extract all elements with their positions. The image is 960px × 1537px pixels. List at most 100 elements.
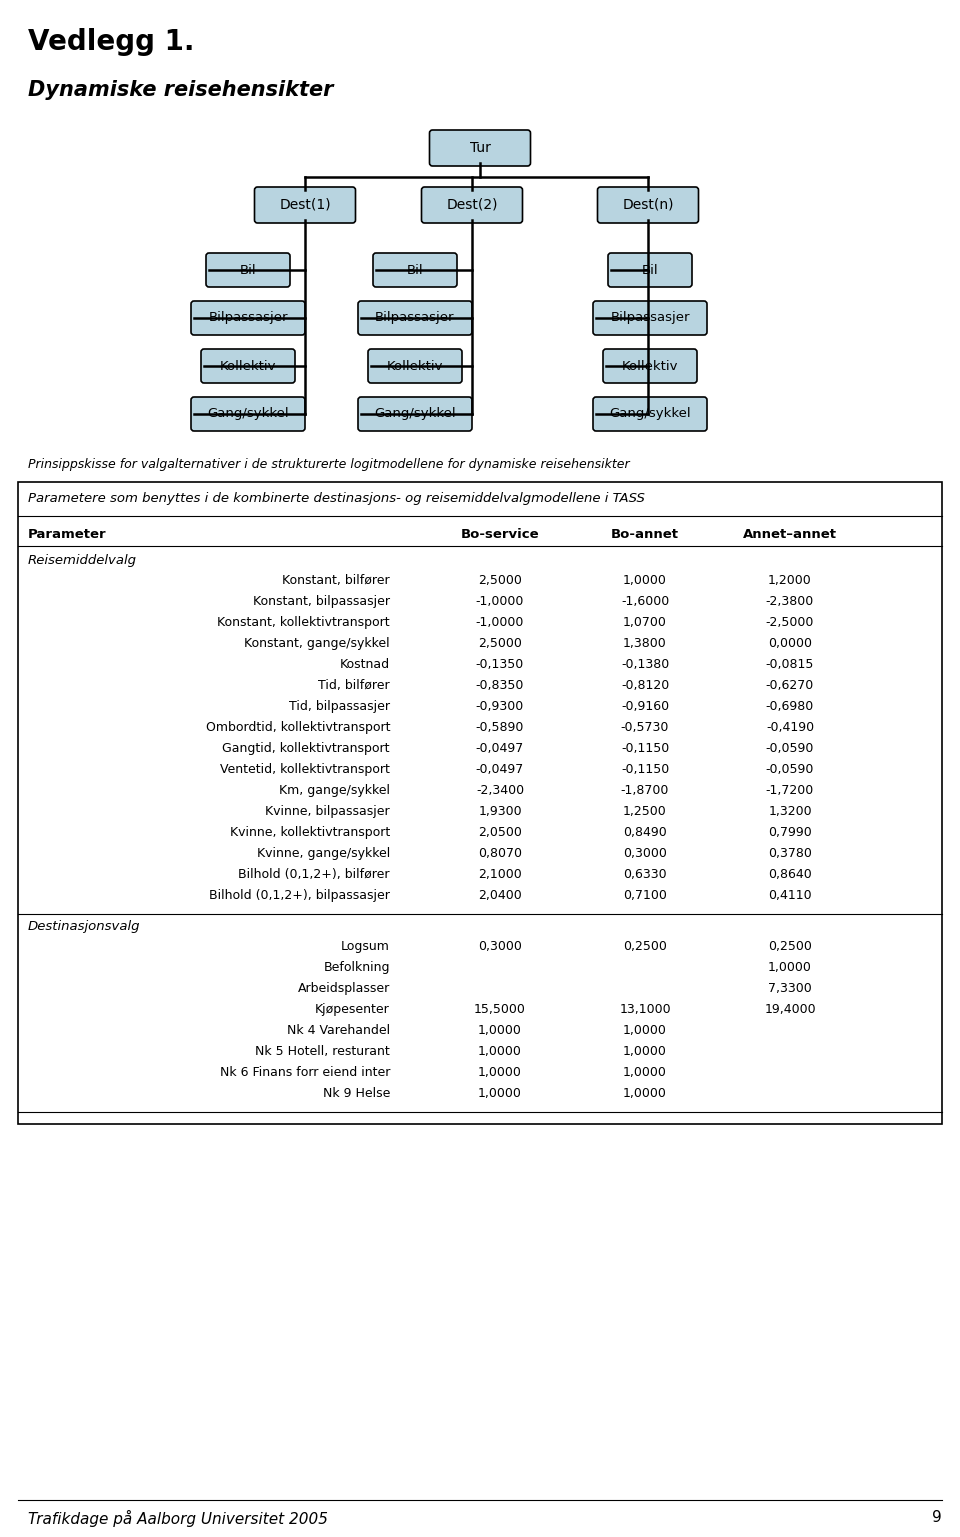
Text: 2,0400: 2,0400: [478, 888, 522, 902]
Text: -0,6270: -0,6270: [766, 679, 814, 692]
Text: 0,2500: 0,2500: [768, 941, 812, 953]
Text: Kostnad: Kostnad: [340, 658, 390, 672]
Text: Kvinne, gange/sykkel: Kvinne, gange/sykkel: [256, 847, 390, 861]
Text: 1,0000: 1,0000: [623, 1067, 667, 1079]
Text: Bil: Bil: [407, 263, 423, 277]
Text: Trafikdage på Aalborg Universitet 2005: Trafikdage på Aalborg Universitet 2005: [28, 1509, 328, 1528]
FancyBboxPatch shape: [368, 349, 462, 383]
Text: -1,8700: -1,8700: [621, 784, 669, 798]
Text: Prinsippskisse for valgalternativer i de strukturerte logitmodellene for dynamis: Prinsippskisse for valgalternativer i de…: [28, 458, 630, 470]
Text: 0,7100: 0,7100: [623, 888, 667, 902]
Text: Bo-service: Bo-service: [461, 529, 540, 541]
Text: Parametere som benyttes i de kombinerte destinasjons- og reisemiddelvalgmodellen: Parametere som benyttes i de kombinerte …: [28, 492, 645, 506]
Text: Kollektiv: Kollektiv: [387, 360, 444, 372]
Text: -2,3400: -2,3400: [476, 784, 524, 798]
Text: Parameter: Parameter: [28, 529, 107, 541]
Text: -0,8350: -0,8350: [476, 679, 524, 692]
Text: 1,0000: 1,0000: [478, 1024, 522, 1037]
Text: Bil: Bil: [641, 263, 659, 277]
Text: Befolkning: Befolkning: [324, 961, 390, 974]
Text: 1,2500: 1,2500: [623, 805, 667, 818]
Text: 7,3300: 7,3300: [768, 982, 812, 994]
Text: 0,3780: 0,3780: [768, 847, 812, 861]
Text: Kvinne, bilpassasjer: Kvinne, bilpassasjer: [265, 805, 390, 818]
Text: 0,3000: 0,3000: [478, 941, 522, 953]
FancyBboxPatch shape: [206, 254, 290, 287]
Text: 0,4110: 0,4110: [768, 888, 812, 902]
Text: Km, gange/sykkel: Km, gange/sykkel: [279, 784, 390, 798]
Bar: [18, 483, 942, 1124]
Text: 1,2000: 1,2000: [768, 573, 812, 587]
Text: -0,0815: -0,0815: [766, 658, 814, 672]
Text: Logsum: Logsum: [341, 941, 390, 953]
Text: 0,3000: 0,3000: [623, 847, 667, 861]
Text: Tid, bilpassasjer: Tid, bilpassasjer: [289, 699, 390, 713]
FancyBboxPatch shape: [421, 188, 522, 223]
Text: Dest(2): Dest(2): [446, 198, 497, 212]
Text: Gang/sykkel: Gang/sykkel: [207, 407, 289, 421]
Text: Nk 6 Finans forr eiend inter: Nk 6 Finans forr eiend inter: [220, 1067, 390, 1079]
FancyBboxPatch shape: [201, 349, 295, 383]
Text: -0,4190: -0,4190: [766, 721, 814, 735]
Text: Kollektiv: Kollektiv: [220, 360, 276, 372]
Text: 1,0000: 1,0000: [623, 1024, 667, 1037]
Text: Dynamiske reisehensikter: Dynamiske reisehensikter: [28, 80, 333, 100]
Text: 1,3800: 1,3800: [623, 636, 667, 650]
Text: -0,0590: -0,0590: [766, 742, 814, 755]
Text: Dest(n): Dest(n): [622, 198, 674, 212]
Text: Nk 4 Varehandel: Nk 4 Varehandel: [287, 1024, 390, 1037]
Text: 15,5000: 15,5000: [474, 1004, 526, 1016]
Text: Bilpassasjer: Bilpassasjer: [375, 312, 455, 324]
Text: Kjøpesenter: Kjøpesenter: [315, 1004, 390, 1016]
Text: -0,8120: -0,8120: [621, 679, 669, 692]
Text: Konstant, bilpassasjer: Konstant, bilpassasjer: [253, 595, 390, 609]
Text: -1,7200: -1,7200: [766, 784, 814, 798]
Text: Nk 9 Helse: Nk 9 Helse: [323, 1087, 390, 1100]
Text: Bil: Bil: [240, 263, 256, 277]
FancyBboxPatch shape: [191, 301, 305, 335]
Text: 0,0000: 0,0000: [768, 636, 812, 650]
FancyBboxPatch shape: [597, 188, 699, 223]
Text: Tur: Tur: [469, 141, 491, 155]
Text: Ventetid, kollektivtransport: Ventetid, kollektivtransport: [220, 762, 390, 776]
FancyBboxPatch shape: [373, 254, 457, 287]
Text: Arbeidsplasser: Arbeidsplasser: [298, 982, 390, 994]
Text: 13,1000: 13,1000: [619, 1004, 671, 1016]
Text: 19,4000: 19,4000: [764, 1004, 816, 1016]
Text: Bilpassasjer: Bilpassasjer: [611, 312, 689, 324]
Text: Kvinne, kollektivtransport: Kvinne, kollektivtransport: [229, 825, 390, 839]
Text: 9: 9: [932, 1509, 942, 1525]
Text: -0,9160: -0,9160: [621, 699, 669, 713]
Text: -2,3800: -2,3800: [766, 595, 814, 609]
Text: 1,0000: 1,0000: [478, 1087, 522, 1100]
Text: 2,1000: 2,1000: [478, 868, 522, 881]
FancyBboxPatch shape: [429, 131, 531, 166]
Text: 0,6330: 0,6330: [623, 868, 667, 881]
Text: Annet–annet: Annet–annet: [743, 529, 837, 541]
Text: 1,0000: 1,0000: [623, 573, 667, 587]
Text: -0,5730: -0,5730: [621, 721, 669, 735]
Text: Vedlegg 1.: Vedlegg 1.: [28, 28, 195, 55]
Text: 1,0000: 1,0000: [623, 1045, 667, 1057]
FancyBboxPatch shape: [593, 397, 707, 430]
Text: -0,0497: -0,0497: [476, 762, 524, 776]
Text: 2,0500: 2,0500: [478, 825, 522, 839]
Text: Bilpassasjer: Bilpassasjer: [208, 312, 288, 324]
Text: 0,8070: 0,8070: [478, 847, 522, 861]
Text: Bilhold (0,1,2+), bilfører: Bilhold (0,1,2+), bilfører: [238, 868, 390, 881]
Text: -1,0000: -1,0000: [476, 616, 524, 629]
Text: Gang/sykkel: Gang/sykkel: [610, 407, 691, 421]
Text: 0,8490: 0,8490: [623, 825, 667, 839]
Text: -0,6980: -0,6980: [766, 699, 814, 713]
Text: Destinasjonsvalg: Destinasjonsvalg: [28, 921, 140, 933]
FancyBboxPatch shape: [593, 301, 707, 335]
Text: 0,2500: 0,2500: [623, 941, 667, 953]
Text: Konstant, gange/sykkel: Konstant, gange/sykkel: [245, 636, 390, 650]
Text: -1,0000: -1,0000: [476, 595, 524, 609]
FancyBboxPatch shape: [358, 397, 472, 430]
Text: 0,8640: 0,8640: [768, 868, 812, 881]
Text: -0,1150: -0,1150: [621, 762, 669, 776]
Text: 1,9300: 1,9300: [478, 805, 522, 818]
Text: 1,0000: 1,0000: [623, 1087, 667, 1100]
Text: 1,0000: 1,0000: [478, 1045, 522, 1057]
